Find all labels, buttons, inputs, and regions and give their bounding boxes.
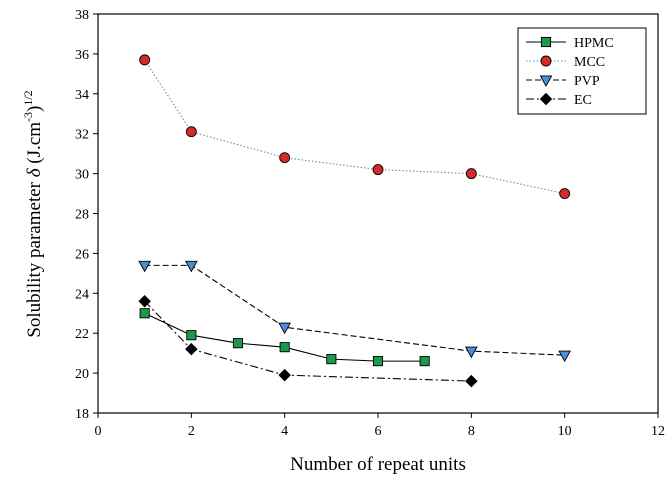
y-tick-label: 30 <box>75 168 89 183</box>
series-line <box>144 59 565 195</box>
legend-marker <box>540 55 552 67</box>
data-point <box>464 346 478 359</box>
legend-label: MCC <box>574 55 605 70</box>
x-tick-label: 10 <box>558 424 572 439</box>
data-point <box>138 295 151 308</box>
series-hpmc <box>139 308 430 367</box>
data-point <box>139 308 150 319</box>
y-axis-title-unit-close: ) <box>24 106 45 112</box>
data-point <box>419 356 430 367</box>
x-axis-title: Number of repeat units <box>290 454 466 475</box>
y-axis-title-main: Solubility parameter <box>24 177 45 337</box>
legend-entry: EC <box>526 92 592 108</box>
data-point <box>326 354 337 365</box>
data-point <box>278 368 291 382</box>
legend-marker <box>540 36 552 48</box>
legend-entry: MCC <box>526 55 605 70</box>
y-tick-label: 26 <box>75 247 89 262</box>
y-tick-label: 18 <box>75 407 89 422</box>
data-point <box>185 126 197 138</box>
y-axis-title-unit: (J.cm <box>24 122 45 169</box>
data-point <box>279 152 291 164</box>
data-point <box>279 342 290 353</box>
y-tick-label: 32 <box>75 128 89 143</box>
x-tick-label: 8 <box>468 424 475 439</box>
x-tick-label: 2 <box>188 424 195 439</box>
series-mcc <box>139 54 571 200</box>
data-point <box>139 54 151 66</box>
y-tick-label: 36 <box>75 48 89 63</box>
data-point <box>184 260 198 273</box>
series-pvp <box>138 260 572 363</box>
y-tick-label: 34 <box>75 88 89 103</box>
data-point <box>186 330 197 341</box>
data-point <box>278 322 292 335</box>
y-axis-title-symbol: δ <box>24 167 45 177</box>
legend-marker <box>539 75 553 88</box>
data-point <box>559 188 571 200</box>
series-layer <box>138 54 572 388</box>
legend-marker <box>539 92 553 106</box>
series-ec <box>138 295 478 388</box>
series-line <box>144 264 565 356</box>
y-tick-label: 28 <box>75 208 89 223</box>
data-point <box>138 260 152 273</box>
legend: HPMC MCC PVP EC <box>517 27 647 115</box>
y-tick-label: 20 <box>75 367 89 382</box>
legend-label: PVP <box>574 74 600 89</box>
legend-label: HPMC <box>574 36 614 51</box>
legend-label: EC <box>574 93 592 108</box>
x-tick-label: 4 <box>281 424 288 439</box>
data-point <box>465 168 477 180</box>
data-point <box>185 342 198 356</box>
legend-entry: HPMC <box>526 36 614 51</box>
x-tick-label: 0 <box>95 424 102 439</box>
y-tick-label: 38 <box>75 8 89 23</box>
x-tick-label: 6 <box>375 424 382 439</box>
data-point <box>372 356 384 367</box>
data-point <box>232 338 244 349</box>
data-point <box>372 164 384 176</box>
series-line <box>144 300 472 382</box>
y-tick-label: 22 <box>75 327 89 342</box>
data-point <box>465 374 478 388</box>
y-axis-title-unit-exp: -3 <box>21 112 35 122</box>
y-tick-label: 24 <box>75 287 89 302</box>
x-tick-label: 12 <box>651 424 665 439</box>
legend-entry: PVP <box>526 74 600 89</box>
data-point <box>558 350 572 363</box>
y-axis-title: Solubility parameter δ (J.cm-3)1/2 <box>21 90 45 337</box>
y-axis-title-outer-exp: 1/2 <box>21 90 35 105</box>
